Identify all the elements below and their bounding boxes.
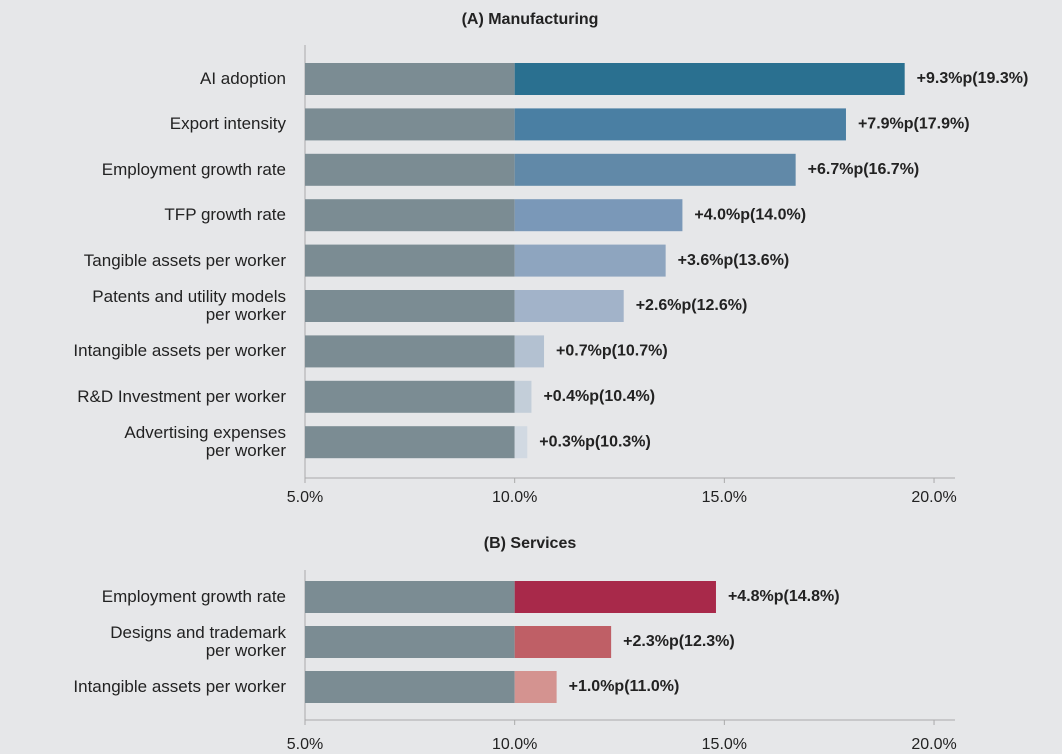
panel-title: (B) Services: [484, 535, 577, 552]
bar: [514, 335, 545, 368]
value-label: +3.6%p(13.6%): [678, 252, 790, 269]
value-label: +6.7%p(16.7%): [808, 161, 920, 178]
value-label: +9.3%p(19.3%): [917, 70, 1029, 87]
value-label: +2.3%p(12.3%): [623, 633, 735, 650]
x-tick-label: 15.0%: [702, 489, 747, 506]
value-label: +4.8%p(14.8%): [728, 588, 840, 605]
base-bar: [305, 290, 515, 322]
base-bar: [305, 153, 515, 186]
base-bar: [305, 63, 515, 95]
category-label: Employment growth rate: [101, 159, 286, 179]
x-tick-label: 10.0%: [492, 736, 537, 753]
category-label: Intangible assets per worker: [73, 341, 286, 361]
category-label: Employment growth rate: [101, 587, 286, 606]
value-label: +2.6%p(12.6%): [636, 297, 748, 314]
bar: [514, 426, 528, 459]
x-tick-label: 5.0%: [287, 736, 323, 753]
value-label: +0.4%p(10.4%): [543, 388, 655, 405]
category-label: Patents and utility models per worker: [92, 287, 286, 324]
x-tick-label: 20.0%: [911, 736, 956, 753]
category-label: Advertising expenses per worker: [124, 423, 286, 461]
category-label: TFP growth rate: [164, 205, 286, 225]
category-label: R&D Investment per worker: [77, 386, 286, 406]
bar: [514, 63, 905, 95]
x-tick-label: 15.0%: [702, 736, 747, 753]
base-bar: [305, 671, 515, 703]
value-label: +7.9%p(17.9%): [858, 116, 970, 133]
bar: [514, 290, 624, 322]
category-label: Designs and trademark per worker: [110, 623, 286, 660]
value-label: +4.0%p(14.0%): [694, 206, 806, 223]
base-bar: [305, 244, 515, 277]
category-label: AI adoption: [199, 69, 286, 88]
bar: [514, 199, 683, 232]
value-label: +0.3%p(10.3%): [539, 433, 651, 450]
bar: [514, 626, 612, 658]
bar: [514, 380, 532, 413]
base-bar: [305, 626, 515, 658]
x-tick-label: 5.0%: [287, 489, 323, 506]
base-bar: [305, 335, 515, 368]
category-label: Export intensity: [169, 114, 286, 134]
value-label: +1.0%p(11.0%): [569, 678, 680, 695]
bar: [514, 244, 666, 277]
base-bar: [305, 426, 515, 459]
x-tick-label: 10.0%: [492, 489, 537, 506]
base-bar: [305, 108, 515, 141]
base-bar: [305, 581, 515, 613]
bar: [514, 671, 557, 703]
category-label: Intangible assets per worker: [73, 677, 286, 696]
base-bar: [305, 380, 515, 413]
x-tick-label: 20.0%: [911, 489, 956, 506]
value-label: +0.7%p(10.7%): [556, 343, 668, 360]
base-bar: [305, 199, 515, 232]
panel-title: (A) Manufacturing: [462, 11, 599, 28]
bar: [514, 153, 796, 186]
bar: [514, 581, 716, 613]
category-label: Tangible assets per worker: [83, 250, 286, 270]
bar: [514, 108, 846, 141]
